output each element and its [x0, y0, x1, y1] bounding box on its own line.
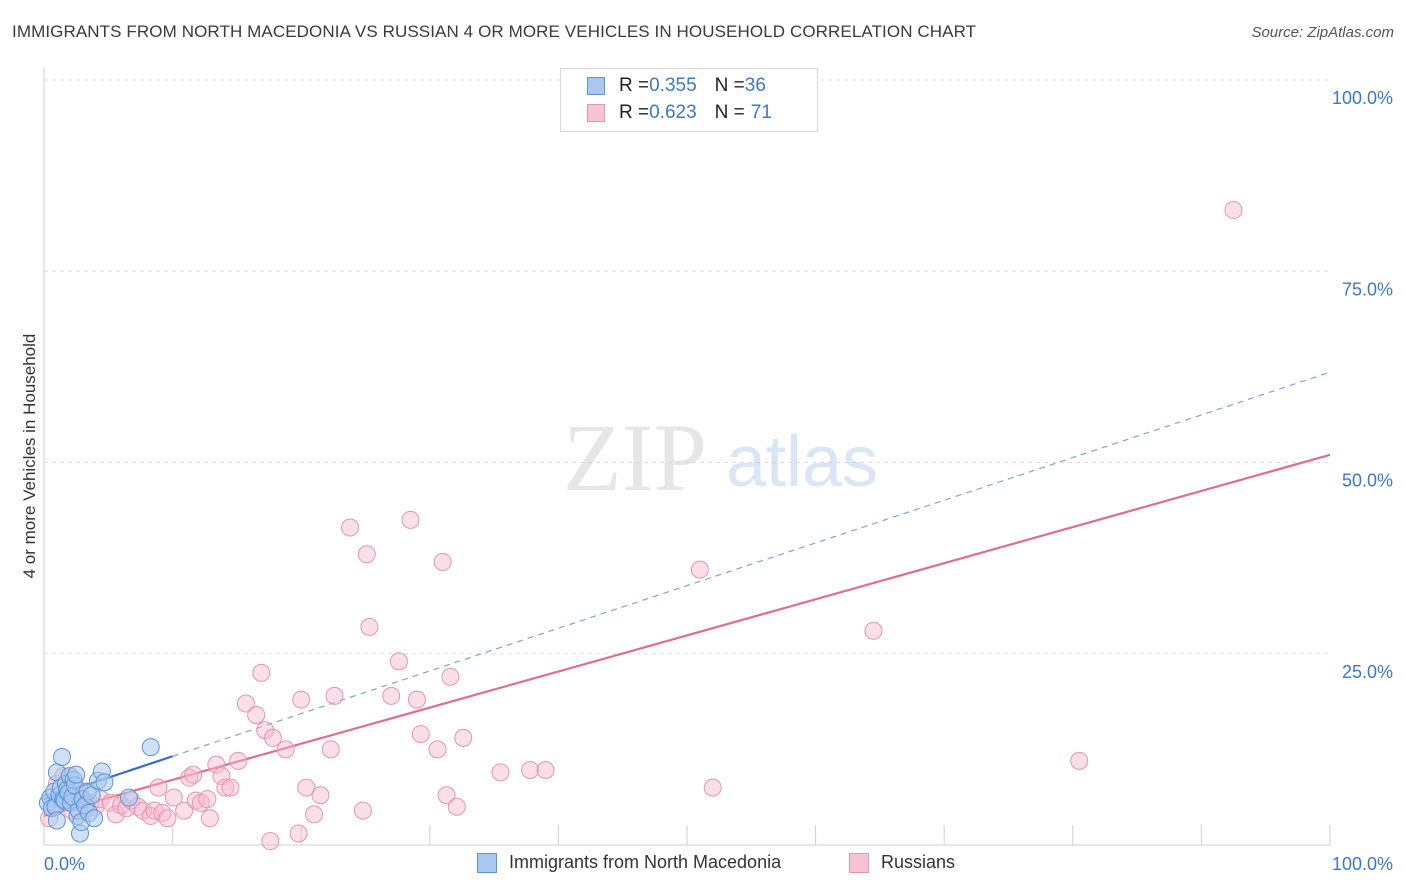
point-russians: [411, 725, 430, 744]
point-russians: [357, 545, 376, 564]
chart-title: IMMIGRANTS FROM NORTH MACEDONIA VS RUSSI…: [12, 22, 977, 41]
point-russians: [207, 755, 226, 774]
point-russians: [252, 663, 271, 682]
point-russians: [263, 728, 282, 747]
point-russians: [1070, 751, 1089, 770]
point-macedonia: [141, 738, 160, 757]
stats-row-macedonia: R = 0.355 N = 36: [587, 73, 766, 99]
russians-swatch: [587, 104, 605, 122]
point-russians: [447, 797, 466, 816]
r-label: R =: [619, 75, 650, 96]
n-value: 36: [744, 75, 766, 96]
point-russians: [454, 728, 473, 747]
watermark-atlas: atlas: [726, 422, 878, 502]
data-points: [38, 201, 1243, 851]
point-russians: [200, 809, 219, 828]
point-russians: [276, 740, 295, 759]
point-russians: [158, 809, 177, 828]
stats-row-russians: R = 0.623 N = 71: [587, 100, 772, 126]
point-russians: [198, 790, 217, 809]
point-russians: [433, 552, 452, 571]
watermark-zip: ZIP: [563, 404, 707, 511]
n-value: 71: [750, 102, 772, 123]
legend-item-russians[interactable]: Russians: [849, 852, 955, 873]
x-tick-label: 0.0%: [44, 854, 85, 874]
russians-legend-swatch: [849, 852, 869, 873]
trend-line-russians: [43, 453, 1331, 817]
macedonia-swatch: [587, 77, 605, 95]
y-tick-label: 25.0%: [1342, 662, 1393, 682]
source-label: Source: ZipAtlas.com: [1251, 24, 1394, 41]
point-russians: [247, 705, 266, 724]
point-russians: [401, 510, 420, 529]
point-russians: [153, 803, 172, 822]
legend-label-russians: Russians: [881, 852, 956, 872]
point-russians: [703, 778, 722, 797]
r-label: R =: [619, 102, 650, 123]
point-russians: [256, 721, 275, 740]
n-label: N =: [714, 75, 745, 96]
point-macedonia: [47, 811, 66, 830]
point-russians: [491, 763, 510, 782]
point-russians: [184, 765, 203, 784]
point-russians: [428, 740, 447, 759]
point-russians: [305, 805, 324, 824]
point-russians: [297, 778, 316, 797]
point-russians: [864, 621, 883, 640]
point-russians: [311, 786, 330, 805]
point-russians: [149, 778, 168, 797]
stats-legend: R = 0.355 N = 36 R = 0.623 N = 71: [560, 68, 818, 132]
point-macedonia: [85, 809, 104, 828]
y-tick-label: 75.0%: [1342, 279, 1393, 299]
axes: [43, 68, 1331, 846]
point-russians: [389, 652, 408, 671]
point-russians: [107, 805, 126, 824]
series-legend: Immigrants from North Macedonia Russians: [0, 852, 1406, 878]
point-russians: [325, 686, 344, 705]
point-russians: [289, 824, 308, 843]
x-tick-label: 100.0%: [1332, 854, 1393, 874]
point-macedonia: [119, 788, 138, 807]
point-russians: [536, 761, 555, 780]
point-russians: [441, 667, 460, 686]
n-label: N =: [714, 102, 745, 123]
point-russians: [353, 801, 372, 820]
point-russians: [261, 832, 280, 851]
point-russians: [341, 518, 360, 537]
r-value: 0.355: [649, 75, 697, 96]
point-macedonia: [53, 748, 72, 767]
r-value: 0.623: [649, 102, 697, 123]
point-russians: [360, 617, 379, 636]
legend-label-macedonia: Immigrants from North Macedonia: [509, 852, 782, 872]
y-tick-label: 50.0%: [1342, 471, 1393, 491]
point-russians: [521, 761, 540, 780]
point-russians: [236, 694, 255, 713]
gridlines: [44, 79, 1330, 655]
macedonia-legend-swatch: [477, 852, 497, 873]
point-russians: [321, 740, 340, 759]
legend-item-macedonia[interactable]: Immigrants from North Macedonia: [477, 852, 781, 873]
tick-labels: 25.0% 50.0% 75.0% 100.0% 0.0% 100.0%: [44, 88, 1393, 874]
point-russians: [292, 690, 311, 709]
point-russians: [229, 751, 248, 770]
y-tick-label: 100.0%: [1332, 88, 1393, 108]
y-axis-label: 4 or more Vehicles in Household: [20, 333, 39, 579]
point-russians: [1224, 201, 1243, 220]
point-russians: [690, 560, 709, 579]
point-russians: [216, 778, 235, 797]
point-macedonia: [67, 765, 86, 784]
point-russians: [437, 786, 456, 805]
point-russians: [221, 778, 240, 797]
point-russians: [164, 788, 183, 807]
trend-extension-macedonia: [172, 371, 1331, 757]
point-russians: [407, 690, 426, 709]
point-russians: [382, 686, 401, 705]
point-macedonia: [95, 773, 114, 792]
point-russians: [175, 801, 194, 820]
